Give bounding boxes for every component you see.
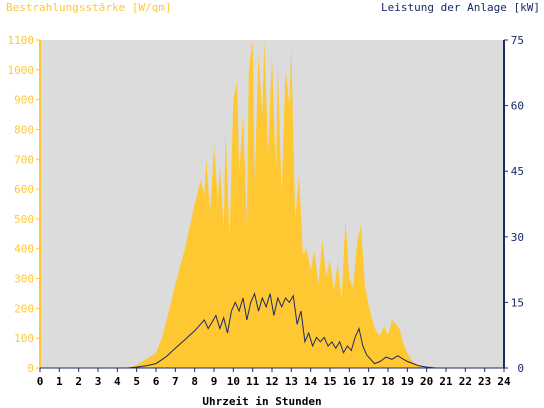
x-tick-label: 11 [246,375,260,388]
left-tick-label: 1000 [8,64,35,77]
x-tick-label: 16 [343,375,357,388]
irradiance-area [40,40,504,368]
x-tick-label: 18 [381,375,394,388]
x-axis-label: Uhrzeit in Stunden [202,395,321,408]
x-tick-label: 6 [153,375,160,388]
x-tick-label: 21 [439,375,453,388]
left-tick-label: 400 [14,243,34,256]
x-tick-label: 24 [497,375,511,388]
left-tick-label: 0 [27,362,34,375]
right-tick-label: 0 [517,362,524,375]
x-tick-label: 15 [323,375,336,388]
x-tick-label: 14 [304,375,318,388]
left-tick-label: 500 [14,213,34,226]
right-tick-label: 75 [511,34,524,47]
left-tick-label: 600 [14,183,34,196]
right-tick-label: 45 [511,165,524,178]
left-tick-label: 300 [14,273,34,286]
x-tick-label: 2 [75,375,82,388]
x-tick-label: 12 [265,375,278,388]
x-tick-label: 13 [285,375,298,388]
x-tick-label: 19 [401,375,414,388]
x-tick-label: 1 [56,375,63,388]
x-tick-label: 22 [459,375,472,388]
left-tick-label: 100 [14,332,34,345]
right-tick-label: 60 [511,100,524,113]
left-tick-label: 700 [14,153,34,166]
x-tick-label: 8 [191,375,198,388]
x-tick-label: 9 [211,375,218,388]
x-tick-label: 4 [114,375,121,388]
x-tick-label: 7 [172,375,179,388]
x-tick-label: 23 [478,375,491,388]
left-axis-title: Bestrahlungsstärke [W/qm] [6,1,172,14]
x-tick-label: 10 [227,375,240,388]
power-line [40,292,504,369]
right-axis-title: Leistung der Anlage [kW] [381,1,540,14]
x-tick-label: 20 [420,375,433,388]
x-tick-label: 5 [133,375,140,388]
x-tick-label: 3 [95,375,102,388]
left-tick-label: 800 [14,123,34,136]
left-tick-label: 900 [14,94,34,107]
x-tick-label: 17 [362,375,375,388]
left-tick-label: 200 [14,302,34,315]
right-tick-label: 30 [511,231,524,244]
x-tick-label: 0 [37,375,44,388]
left-tick-label: 1100 [8,34,35,47]
right-tick-label: 15 [511,296,524,309]
